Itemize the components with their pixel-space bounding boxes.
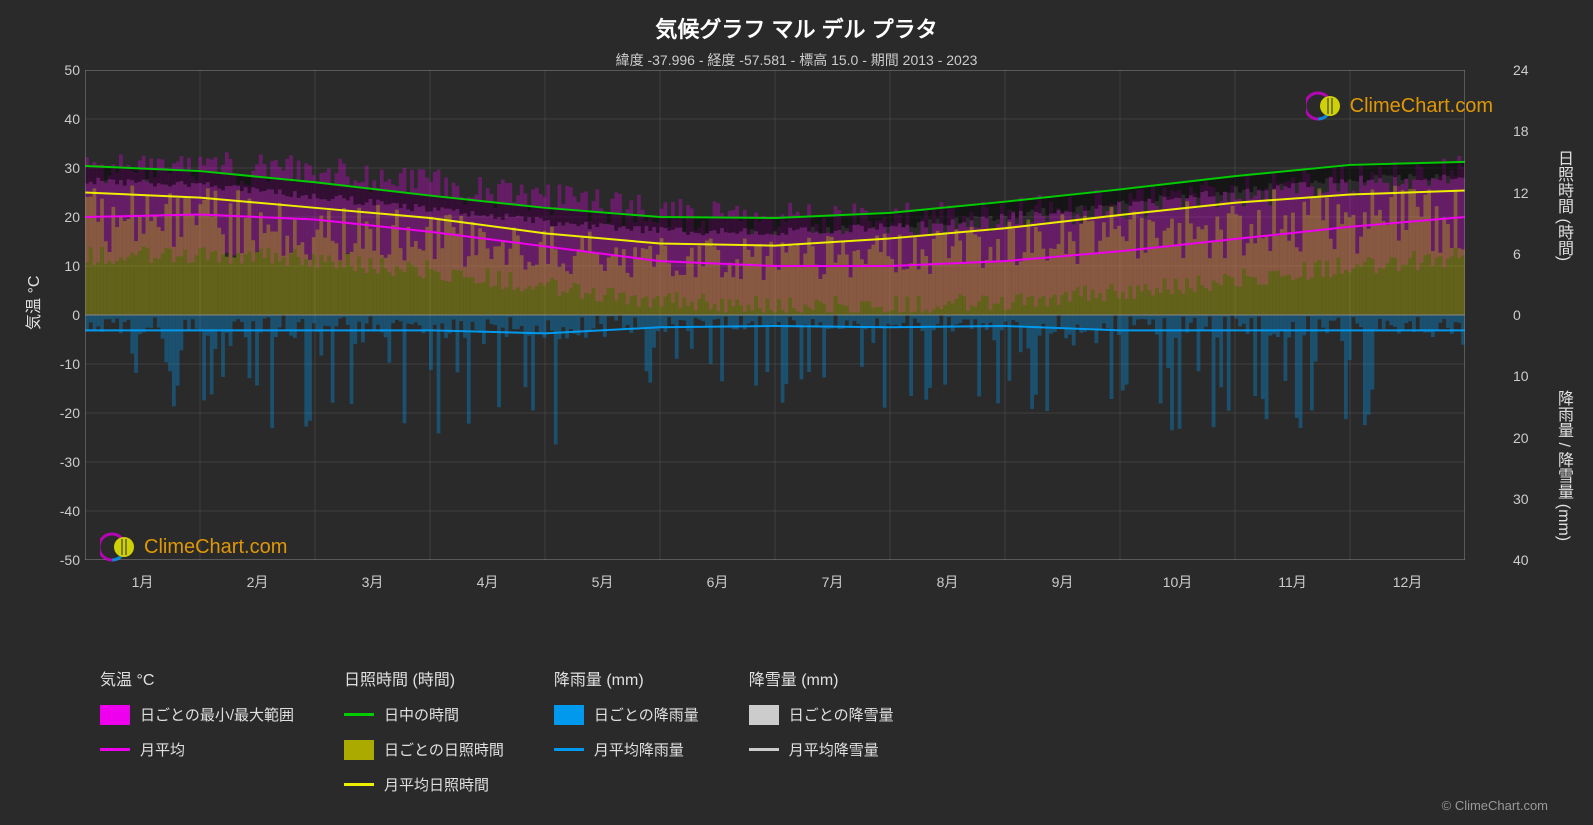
x-tick-month: 10月: [1163, 572, 1193, 592]
legend-line-icon: [344, 713, 374, 716]
legend-item: 月平均降雪量: [749, 739, 894, 760]
watermark-top-right: ClimeChart.com: [1306, 88, 1493, 124]
legend-line-icon: [344, 783, 374, 786]
legend-item: 月平均: [100, 739, 294, 760]
legend-line-icon: [554, 748, 584, 751]
x-tick-month: 8月: [937, 572, 959, 592]
x-tick-month: 11月: [1278, 572, 1307, 592]
y-tick-left: 50: [50, 62, 80, 78]
chart-subtitle: 緯度 -37.996 - 経度 -57.581 - 標高 15.0 - 期間 2…: [0, 44, 1593, 70]
y-tick-left: 40: [50, 111, 80, 127]
watermark-text: ClimeChart.com: [1350, 95, 1493, 118]
legend-label: 日ごとの日照時間: [384, 739, 504, 760]
x-tick-month: 5月: [592, 572, 614, 592]
legend-header: 降雪量 (mm): [749, 666, 894, 690]
y-tick-left: 10: [50, 258, 80, 274]
legend-item: 日ごとの最小/最大範囲: [100, 704, 294, 725]
y-tick-right-bottom: 10: [1513, 368, 1543, 384]
x-tick-month: 9月: [1052, 572, 1074, 592]
legend-group: 日照時間 (時間) 日中の時間日ごとの日照時間月平均日照時間: [344, 666, 504, 795]
legend-label: 月平均日照時間: [384, 774, 489, 795]
y-axis-right-top-label: 日照時間 (時間): [1551, 150, 1575, 261]
y-tick-right-top: 6: [1513, 246, 1543, 262]
legend-header: 降雨量 (mm): [554, 666, 699, 690]
chart-svg: [85, 70, 1465, 560]
legend-swatch-icon: [344, 740, 374, 760]
legend-group: 降雪量 (mm) 日ごとの降雪量月平均降雪量: [749, 666, 894, 795]
climate-chart-container: 気候グラフ マル デル プラタ 緯度 -37.996 - 経度 -57.581 …: [0, 0, 1593, 825]
climechart-logo-icon: [100, 529, 136, 565]
legend-header: 日照時間 (時間): [344, 666, 504, 690]
legend-label: 月平均降雨量: [594, 739, 684, 760]
legend-item: 月平均降雨量: [554, 739, 699, 760]
y-tick-right-bottom: 30: [1513, 491, 1543, 507]
legend-label: 日ごとの降雨量: [594, 704, 699, 725]
legend-item: 日ごとの降雨量: [554, 704, 699, 725]
legend-item: 日中の時間: [344, 704, 504, 725]
y-tick-left: -30: [50, 454, 80, 470]
legend-label: 月平均降雪量: [789, 739, 879, 760]
climechart-logo-icon: [1306, 88, 1342, 124]
chart-title: 気候グラフ マル デル プラタ: [0, 0, 1593, 44]
y-tick-right-bottom: 20: [1513, 430, 1543, 446]
y-tick-right-bottom: 40: [1513, 552, 1543, 568]
legend-item: 月平均日照時間: [344, 774, 504, 795]
x-tick-month: 4月: [477, 572, 499, 592]
y-axis-left-label: 気温 °C: [20, 276, 44, 330]
y-axis-right-bottom-label: 降雨量 / 降雪量 (mm): [1551, 390, 1575, 541]
legend-group: 降雨量 (mm) 日ごとの降雨量月平均降雨量: [554, 666, 699, 795]
x-tick-month: 7月: [822, 572, 844, 592]
legend-line-icon: [100, 748, 130, 751]
y-tick-right-top: 24: [1513, 62, 1543, 78]
x-tick-month: 12月: [1393, 572, 1423, 592]
x-tick-month: 6月: [707, 572, 729, 592]
x-tick-month: 3月: [362, 572, 384, 592]
legend-swatch-icon: [100, 705, 130, 725]
legend-label: 月平均: [140, 739, 185, 760]
watermark-text: ClimeChart.com: [144, 536, 287, 559]
y-tick-left: -50: [50, 552, 80, 568]
legend: 気温 °C 日ごとの最小/最大範囲月平均 日照時間 (時間) 日中の時間日ごとの日照時…: [100, 666, 1500, 795]
legend-item: 日ごとの降雪量: [749, 704, 894, 725]
legend-swatch-icon: [749, 705, 779, 725]
legend-label: 日ごとの降雪量: [789, 704, 894, 725]
legend-label: 日中の時間: [384, 704, 459, 725]
legend-label: 日ごとの最小/最大範囲: [140, 704, 294, 725]
legend-line-icon: [749, 748, 779, 751]
y-tick-left: 0: [50, 307, 80, 323]
y-tick-left: -10: [50, 356, 80, 372]
legend-swatch-icon: [554, 705, 584, 725]
y-tick-left: -40: [50, 503, 80, 519]
y-tick-right-top: 12: [1513, 185, 1543, 201]
y-tick-right-top: 18: [1513, 123, 1543, 139]
plot-area: [85, 70, 1465, 560]
y-tick-right-top: 0: [1513, 307, 1543, 323]
y-tick-left: -20: [50, 405, 80, 421]
y-tick-left: 30: [50, 160, 80, 176]
y-tick-left: 20: [50, 209, 80, 225]
legend-header: 気温 °C: [100, 666, 294, 690]
legend-item: 日ごとの日照時間: [344, 739, 504, 760]
watermark-bottom-left: ClimeChart.com: [100, 529, 287, 565]
x-tick-month: 2月: [247, 572, 269, 592]
x-tick-month: 1月: [132, 572, 154, 592]
attribution: © ClimeChart.com: [1442, 798, 1548, 813]
legend-group: 気温 °C 日ごとの最小/最大範囲月平均: [100, 666, 294, 795]
